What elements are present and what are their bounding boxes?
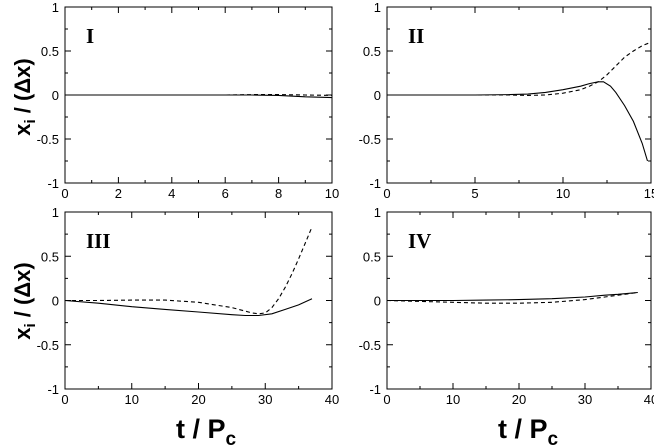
x-tick-label: 15 bbox=[644, 186, 654, 201]
series-line-solid bbox=[387, 291, 638, 302]
panel-label: I bbox=[86, 24, 94, 48]
y-tick-label: 0 bbox=[52, 88, 59, 103]
y-tick-label: 0.5 bbox=[363, 44, 381, 59]
x-tick-label: 0 bbox=[61, 186, 68, 201]
y-tick-label: -0.5 bbox=[359, 338, 381, 353]
x-tick-label: 20 bbox=[191, 392, 205, 407]
panel-2: 0 5 10 15 -1 -0.5 0 0.5 1 II bbox=[359, 0, 654, 201]
ylabel-sub: i bbox=[22, 323, 39, 327]
y-tick-label: 0.5 bbox=[41, 44, 59, 59]
series-line-solid bbox=[64, 298, 313, 317]
y-tick-label: -0.5 bbox=[359, 132, 381, 147]
x-tick-label: 10 bbox=[125, 392, 139, 407]
xlabel-sub: c bbox=[547, 429, 558, 448]
y-tick-label: 1 bbox=[374, 205, 381, 220]
y-tick-label: -0.5 bbox=[37, 338, 59, 353]
x-tick-label: 10 bbox=[325, 186, 339, 201]
panel-1: 0 2 4 6 8 10 -1 -0.5 0 0.5 1 I bbox=[37, 0, 340, 201]
y-tick-label: 1 bbox=[52, 205, 59, 220]
panel-label: II bbox=[408, 24, 424, 48]
y-tick-label: 0 bbox=[374, 294, 381, 309]
series-line-dashed bbox=[387, 41, 652, 96]
y-tick-label: -0.5 bbox=[37, 132, 59, 147]
y-axis-title-bottom: xi / (Δx) bbox=[10, 262, 39, 339]
ylabel-sub: i bbox=[22, 119, 39, 123]
ylabel-main: x bbox=[10, 123, 35, 136]
y-tick-label: -1 bbox=[47, 176, 59, 191]
series-line-solid bbox=[65, 94, 333, 99]
panel-3: 0 10 20 30 40 -1 -0.5 0 0.5 1 III bbox=[37, 205, 340, 407]
ylabel-rest: / (Δx) bbox=[10, 58, 35, 119]
x-axis-title-left: t / Pc bbox=[176, 414, 237, 448]
panel-4: 0 10 20 30 40 -1 -0.5 0 0.5 1 IV bbox=[359, 205, 654, 407]
x-tick-label: 20 bbox=[512, 392, 526, 407]
svg-text:xi / (Δx): xi / (Δx) bbox=[10, 58, 39, 135]
x-tick-label: 10 bbox=[556, 186, 570, 201]
x-axis-title-right: t / Pc bbox=[498, 414, 559, 448]
ylabel-main: x bbox=[10, 327, 35, 340]
x-tick-label: 4 bbox=[168, 186, 175, 201]
ylabel-rest: / (Δx) bbox=[10, 262, 35, 323]
y-tick-label: 0 bbox=[374, 88, 381, 103]
y-tick-label: 1 bbox=[374, 0, 381, 15]
series-line-solid bbox=[387, 81, 649, 162]
series-line-dashed bbox=[386, 291, 638, 304]
x-tick-label: 30 bbox=[258, 392, 272, 407]
xlabel-main: t / P bbox=[498, 414, 548, 444]
x-tick-label: 10 bbox=[446, 392, 460, 407]
y-tick-label: -1 bbox=[369, 176, 381, 191]
y-tick-label: 0.5 bbox=[41, 249, 59, 264]
series-line-dashed bbox=[65, 226, 313, 315]
y-tick-label: 0.5 bbox=[363, 249, 381, 264]
x-tick-label: 0 bbox=[383, 392, 390, 407]
panel-label: IV bbox=[408, 229, 431, 253]
x-tick-label: 0 bbox=[383, 186, 390, 201]
x-tick-label: 6 bbox=[222, 186, 229, 201]
y-tick-label: -1 bbox=[369, 382, 381, 397]
x-tick-label: 5 bbox=[471, 186, 478, 201]
x-tick-label: 40 bbox=[325, 392, 339, 407]
y-tick-label: 0 bbox=[52, 294, 59, 309]
y-axis-title-top: xi / (Δx) bbox=[10, 58, 39, 135]
y-tick-label: 1 bbox=[52, 0, 59, 15]
x-tick-label: 2 bbox=[115, 186, 122, 201]
panels: 0246810-1-0.500.51I051015-1-0.500.51II01… bbox=[37, 0, 654, 407]
x-tick-label: 30 bbox=[578, 392, 592, 407]
y-tick-label: -1 bbox=[47, 382, 59, 397]
xlabel-main: t / P bbox=[176, 414, 226, 444]
x-tick-label: 40 bbox=[644, 392, 654, 407]
xlabel-sub: c bbox=[225, 429, 236, 448]
x-tick-label: 8 bbox=[275, 186, 282, 201]
x-tick-label: 0 bbox=[61, 392, 68, 407]
svg-text:xi / (Δx): xi / (Δx) bbox=[10, 262, 39, 339]
panel-label: III bbox=[86, 229, 111, 253]
